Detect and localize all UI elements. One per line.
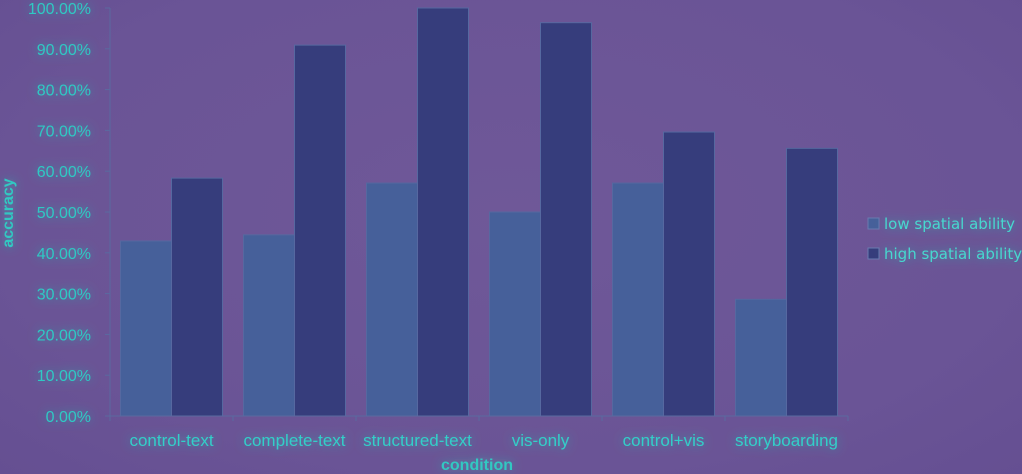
- y-tick-label: 50.00%: [37, 205, 91, 222]
- bar-low-2: [366, 182, 418, 417]
- bar-low-0: [120, 240, 172, 417]
- legend: low spatial ability high spatial ability: [867, 215, 1022, 263]
- bar-high-4: [663, 131, 715, 417]
- y-axis-title: accuracy: [0, 178, 17, 247]
- x-tick-label: control-text: [129, 431, 213, 450]
- bar-high-0: [171, 177, 223, 417]
- legend-swatch: [867, 247, 880, 260]
- bar-low-5: [735, 298, 787, 417]
- y-tick-label: 70.00%: [37, 123, 91, 140]
- y-tick-label: 40.00%: [37, 246, 91, 263]
- y-tick-label: 60.00%: [37, 164, 91, 181]
- x-tick-label: vis-only: [512, 431, 570, 450]
- x-tick-label: storyboarding: [735, 431, 838, 450]
- legend-swatch: [867, 217, 880, 230]
- bars: [120, 7, 838, 417]
- legend-label: high spatial ability: [884, 245, 1022, 263]
- y-axis-labels: 0.00% 10.00% 20.00% 30.00% 40.00% 50.00% 60.00…: [28, 1, 91, 426]
- y-tick-label: 0.00%: [46, 409, 91, 426]
- x-tick-label: structured-text: [363, 431, 472, 450]
- x-tick-label: complete-text: [243, 431, 345, 450]
- bar-low-1: [243, 234, 295, 417]
- y-tick-label: 90.00%: [37, 42, 91, 59]
- y-tick-label: 80.00%: [37, 83, 91, 100]
- x-axis-title: condition: [441, 457, 513, 474]
- bar-high-5: [786, 147, 838, 417]
- y-tick-label: 20.00%: [37, 327, 91, 344]
- y-tick-label: 100.00%: [28, 1, 91, 18]
- bar-low-3: [489, 211, 541, 417]
- y-tick-label: 10.00%: [37, 368, 91, 385]
- bar-high-1: [294, 44, 346, 417]
- bar-high-2: [417, 7, 469, 417]
- axes: [105, 7, 849, 421]
- x-tick-label: control+vis: [623, 431, 705, 450]
- x-axis-labels: control-text complete-text structured-text…: [129, 431, 838, 450]
- y-tick-label: 30.00%: [37, 287, 91, 304]
- bar-low-4: [612, 182, 664, 417]
- bar-high-3: [540, 22, 592, 417]
- legend-label: low spatial ability: [884, 215, 1015, 233]
